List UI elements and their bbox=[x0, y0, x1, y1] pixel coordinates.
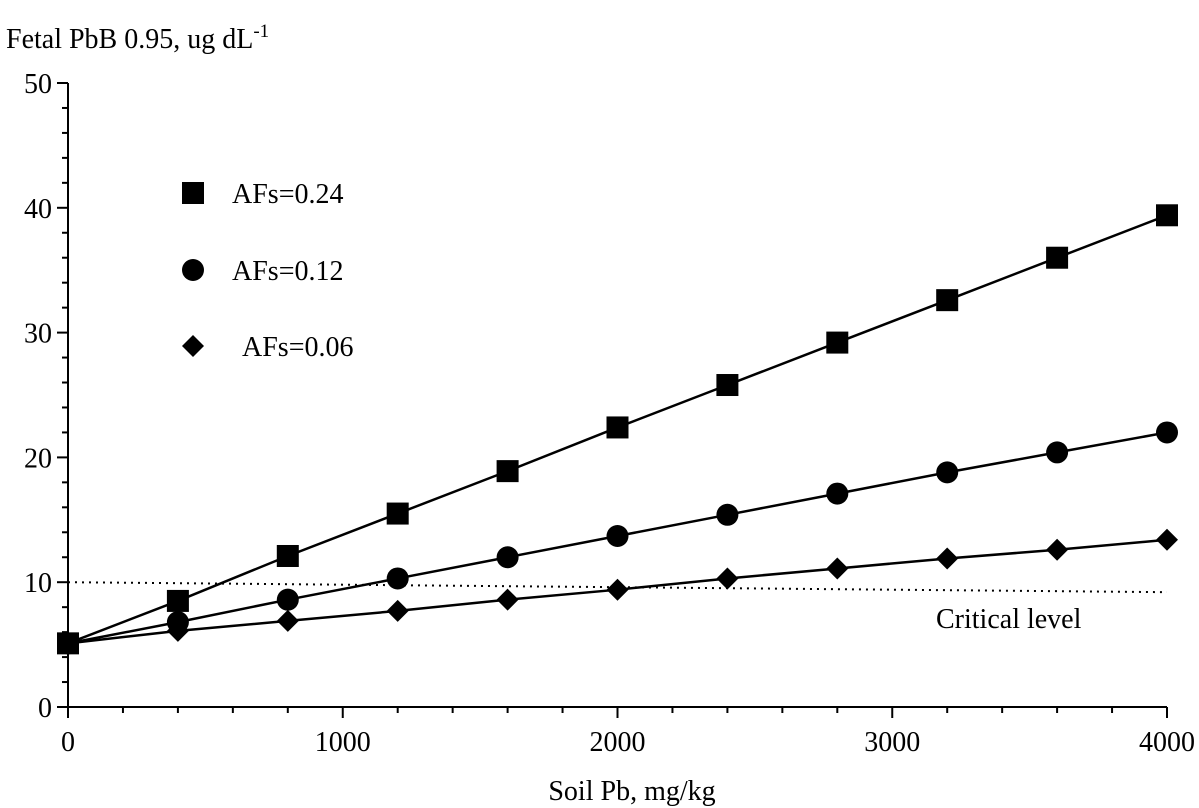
data-point-circle bbox=[606, 525, 629, 548]
y-tick-label: 10 bbox=[24, 568, 52, 599]
critical-level-line bbox=[67, 581, 1168, 594]
data-point-diamond bbox=[57, 632, 79, 655]
data-point-circle bbox=[936, 461, 959, 484]
legend-diamond-icon bbox=[182, 335, 204, 357]
legend-label: AFs=0.06 bbox=[242, 332, 353, 363]
data-point-diamond bbox=[386, 599, 409, 622]
data-point-square bbox=[1046, 246, 1069, 269]
y-tick-label: 40 bbox=[24, 194, 52, 225]
y-tick-label: 0 bbox=[38, 693, 52, 724]
data-point-diamond bbox=[606, 578, 629, 601]
data-point-diamond bbox=[936, 547, 959, 570]
y-tick-label: 20 bbox=[24, 443, 52, 474]
y-axis-title: Fetal PbB 0.95, ug dL-1 bbox=[6, 21, 269, 55]
data-point-circle bbox=[1156, 421, 1178, 444]
data-point-circle bbox=[716, 503, 739, 526]
x-tick-label: 0 bbox=[61, 727, 75, 758]
y-tick-label: 30 bbox=[24, 319, 52, 350]
data-point-diamond bbox=[276, 609, 299, 632]
data-point-square bbox=[936, 289, 959, 312]
y-axis-title-superscript: -1 bbox=[253, 21, 269, 42]
legend-square-icon bbox=[182, 182, 204, 204]
data-point-diamond bbox=[1046, 538, 1069, 561]
critical-level-label: Critical level bbox=[936, 604, 1082, 635]
x-tick-label: 2000 bbox=[590, 727, 646, 758]
data-point-diamond bbox=[826, 557, 849, 580]
x-tick-label: 3000 bbox=[864, 727, 920, 758]
x-tick-label: 1000 bbox=[315, 727, 371, 758]
x-tick-label: 4000 bbox=[1139, 727, 1195, 758]
data-point-square bbox=[276, 544, 299, 567]
legend-label: AFs=0.12 bbox=[232, 256, 343, 287]
data-point-diamond bbox=[1156, 528, 1178, 551]
data-point-square bbox=[386, 502, 409, 525]
data-point-circle bbox=[276, 588, 299, 611]
data-point-square bbox=[166, 589, 189, 612]
data-point-square bbox=[496, 460, 519, 483]
legend-label: AFs=0.24 bbox=[232, 179, 343, 210]
data-point-circle bbox=[496, 546, 519, 569]
y-axis-title-main: Fetal PbB 0.95, ug dL bbox=[6, 24, 253, 55]
y-tick-label: 50 bbox=[24, 69, 52, 100]
data-point-square bbox=[716, 374, 739, 397]
data-point-diamond bbox=[166, 619, 189, 642]
data-point-diamond bbox=[716, 567, 739, 590]
data-point-square bbox=[606, 416, 629, 439]
data-point-square bbox=[1156, 204, 1178, 227]
data-point-diamond bbox=[496, 588, 519, 611]
data-point-circle bbox=[386, 567, 409, 590]
x-axis-title: Soil Pb, mg/kg bbox=[548, 776, 715, 807]
legend-circle-icon bbox=[182, 259, 204, 281]
data-point-circle bbox=[1046, 441, 1069, 464]
data-point-square bbox=[826, 331, 849, 354]
plot-area: 0 1000 2000 3000 4000 0 10 20 30 40 50 Critical lev… bbox=[24, 69, 1195, 758]
data-point-circle bbox=[826, 482, 849, 505]
